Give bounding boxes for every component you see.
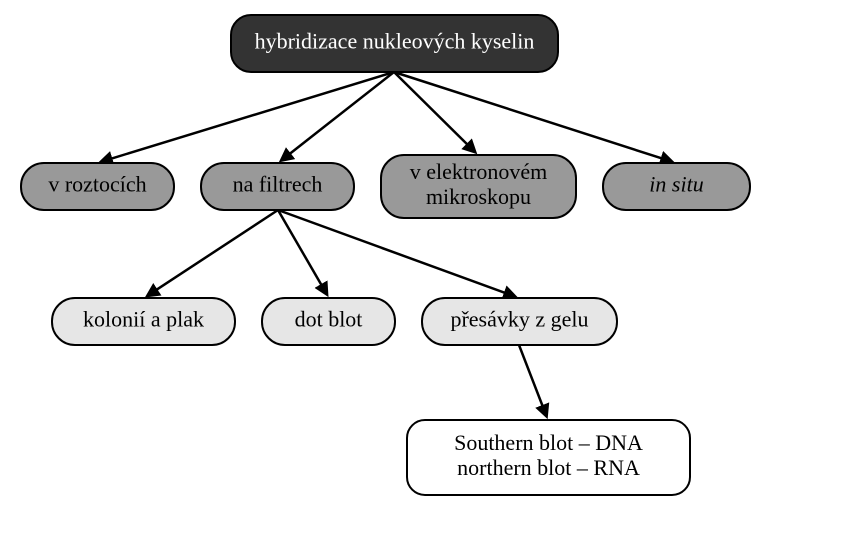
edge-arrow — [108, 72, 394, 160]
node-label: v roztocích — [48, 172, 146, 197]
node-dotblot: dot blot — [262, 298, 395, 345]
node-label: hybridizace nukleových kyselin — [255, 29, 535, 54]
node-blots: Southern blot – DNAnorthern blot – RNA — [407, 420, 690, 495]
node-insitu: in situ — [603, 163, 750, 210]
node-label: northern blot – RNA — [457, 455, 640, 480]
hierarchy-diagram: hybridizace nukleových kyselin v roztocíc… — [0, 0, 862, 534]
node-label: na filtrech — [233, 172, 323, 197]
node-label: přesávky z gelu — [450, 307, 588, 332]
node-roztocich: v roztocích — [21, 163, 174, 210]
node-root: hybridizace nukleových kyselin — [231, 15, 558, 72]
node-label: Southern blot – DNA — [454, 430, 643, 455]
node-label: v elektronovém — [410, 159, 547, 184]
node-label: mikroskopu — [426, 184, 531, 209]
edge-arrow — [394, 72, 666, 160]
edge-arrow — [278, 210, 323, 288]
node-label: kolonií a plak — [83, 307, 204, 332]
node-label: in situ — [649, 172, 703, 197]
edge-arrow — [278, 210, 509, 294]
node-label: dot blot — [295, 307, 363, 332]
edge-arrow — [287, 72, 394, 156]
node-mikroskop: v elektronovémmikroskopu — [381, 155, 576, 218]
node-presavky: přesávky z gelu — [422, 298, 617, 345]
edge-arrow — [153, 210, 278, 292]
edge-arrow — [519, 345, 544, 410]
node-filtrech: na filtrech — [201, 163, 354, 210]
node-kolonii: kolonií a plak — [52, 298, 235, 345]
